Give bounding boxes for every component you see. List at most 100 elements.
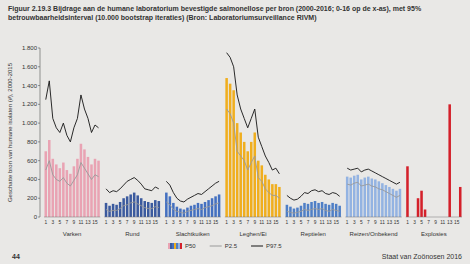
y-tick [38, 104, 40, 105]
y-tick [38, 85, 40, 86]
x-tick-label: 5 [300, 220, 303, 225]
bar [151, 203, 154, 217]
x-tick-label: 15 [213, 220, 219, 225]
bar [76, 159, 79, 217]
group-label: Explosies [421, 231, 447, 237]
bar [48, 140, 51, 217]
line [166, 181, 219, 202]
x-tick-label: 1 [105, 220, 108, 225]
x-tick-label: 11 [259, 220, 264, 225]
x-tick-label: 7 [66, 220, 69, 225]
x-tick-label: 5 [179, 220, 182, 225]
bar [261, 165, 264, 217]
bar [133, 193, 136, 217]
line [347, 168, 400, 184]
bar [225, 78, 228, 217]
bar [356, 175, 359, 217]
legend-swatch [172, 243, 174, 249]
y-tick [38, 123, 40, 124]
y-tick [38, 141, 40, 142]
bar [129, 194, 132, 217]
x-tick-label: 11 [440, 220, 445, 225]
bar [52, 159, 55, 217]
legend-label: P97.5 [266, 243, 282, 249]
x-tick-label: 13 [447, 220, 453, 225]
bar [218, 194, 221, 217]
x-tick-label: 9 [193, 220, 196, 225]
x-tick-label: 7 [427, 220, 430, 225]
line [287, 209, 340, 214]
bar [271, 184, 274, 217]
bar [268, 179, 271, 217]
x-tick-label: 9 [133, 220, 136, 225]
x-tick-label: 5 [239, 220, 242, 225]
y-tick-label: 400 [27, 176, 38, 182]
legend-line [251, 246, 263, 247]
bar [367, 177, 370, 217]
y-tick-label: 600 [27, 158, 38, 164]
bar [346, 177, 349, 217]
bar [253, 133, 256, 218]
x-tick-label: 3 [112, 220, 115, 225]
bar [317, 203, 320, 217]
x-tick-label: 1 [165, 220, 168, 225]
bar [232, 90, 235, 217]
bar [165, 193, 168, 217]
legend-swatch [176, 243, 178, 249]
group-label: Slachtkuiken [176, 231, 210, 237]
title: Figuur 2.19.3 Bijdrage aan de humane lab… [8, 5, 422, 22]
x-tick-label: 1 [406, 220, 409, 225]
x-tick-label: 11 [78, 220, 83, 225]
bar [420, 191, 423, 217]
x-tick-label: 11 [139, 220, 144, 225]
bar [378, 181, 381, 217]
bar [122, 198, 125, 217]
bar [126, 196, 129, 217]
bar [229, 84, 232, 217]
bar [69, 174, 72, 217]
x-tick-label: 15 [454, 220, 460, 225]
y-axis-line [40, 48, 41, 217]
page-background [0, 0, 470, 264]
x-axis-line [406, 217, 462, 218]
legend-swatch [180, 243, 182, 249]
x-tick-label: 1 [346, 220, 349, 225]
bar [200, 204, 203, 217]
x-axis-line [285, 217, 341, 218]
y-axis-label: Geschatte bron van humane isolaten (#), … [7, 62, 13, 202]
bar [66, 170, 69, 217]
line [227, 53, 280, 174]
y-tick [38, 217, 40, 218]
bar [371, 179, 374, 217]
x-tick-label: 5 [420, 220, 423, 225]
bar [246, 151, 249, 217]
bar [406, 166, 409, 217]
bar [243, 142, 246, 217]
x-tick-label: 11 [199, 220, 204, 225]
bar [87, 157, 90, 217]
group-label: Varken [63, 231, 82, 237]
y-tick-label: 1.800 [22, 45, 38, 51]
bar [94, 159, 97, 217]
bar [154, 200, 157, 217]
x-axis-line [104, 217, 160, 218]
legend-swatch [178, 243, 180, 249]
line [46, 81, 99, 142]
group-label: Reizen/Onbekend [350, 231, 398, 237]
bar [448, 104, 451, 217]
bar [140, 198, 143, 217]
line [46, 161, 99, 186]
legend-line [210, 246, 222, 247]
x-tick-label: 7 [367, 220, 370, 225]
x-tick-label: 3 [51, 220, 54, 225]
x-tick-label: 3 [232, 220, 235, 225]
x-axis-line [44, 217, 100, 218]
bar [136, 195, 139, 217]
x-tick-label: 3 [293, 220, 296, 225]
group-label: Reptielen [301, 231, 326, 237]
y-tick-label: 200 [27, 195, 38, 201]
x-tick-label: 7 [307, 220, 310, 225]
bar [190, 206, 193, 217]
x-tick-label: 9 [253, 220, 256, 225]
legend: P50P2.5P97.5 [168, 243, 282, 249]
